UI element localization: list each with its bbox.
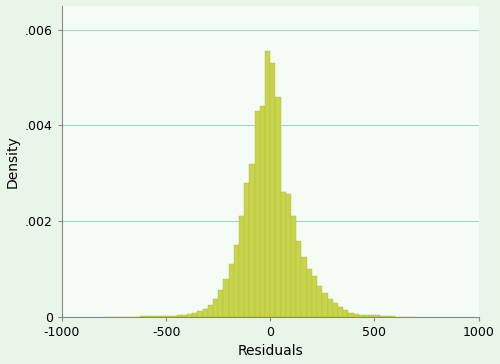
Bar bbox=[286, 194, 291, 317]
Bar bbox=[348, 313, 354, 317]
Bar bbox=[228, 264, 234, 317]
Bar bbox=[198, 311, 202, 317]
Bar bbox=[276, 96, 280, 317]
Bar bbox=[208, 305, 213, 317]
Bar bbox=[322, 293, 328, 317]
Bar bbox=[166, 316, 172, 317]
Y-axis label: Density: Density bbox=[6, 135, 20, 187]
Bar bbox=[172, 316, 176, 317]
Bar bbox=[343, 310, 348, 317]
Bar bbox=[150, 316, 156, 317]
Bar bbox=[146, 316, 150, 317]
Bar bbox=[161, 316, 166, 317]
Bar bbox=[369, 316, 374, 317]
Bar bbox=[234, 245, 239, 317]
Bar bbox=[291, 216, 296, 317]
Bar bbox=[187, 314, 192, 317]
Bar bbox=[317, 286, 322, 317]
Bar bbox=[140, 316, 145, 317]
Bar bbox=[239, 216, 244, 317]
Bar bbox=[254, 111, 260, 317]
Bar bbox=[385, 316, 390, 317]
Bar bbox=[182, 315, 187, 317]
Bar bbox=[224, 278, 228, 317]
Bar bbox=[270, 63, 276, 317]
Bar bbox=[390, 316, 395, 317]
Bar bbox=[250, 163, 254, 317]
Bar bbox=[332, 304, 338, 317]
Bar bbox=[280, 192, 286, 317]
Bar bbox=[364, 315, 369, 317]
Bar bbox=[213, 298, 218, 317]
Bar bbox=[374, 316, 380, 317]
Bar bbox=[302, 257, 306, 317]
Bar bbox=[380, 316, 385, 317]
Bar bbox=[156, 316, 161, 317]
Bar bbox=[265, 51, 270, 317]
Bar bbox=[312, 276, 317, 317]
Bar bbox=[218, 290, 224, 317]
Bar bbox=[244, 183, 250, 317]
Bar bbox=[306, 269, 312, 317]
Bar bbox=[338, 307, 343, 317]
Bar bbox=[176, 316, 182, 317]
Bar bbox=[202, 309, 208, 317]
Bar bbox=[296, 241, 302, 317]
Bar bbox=[354, 314, 359, 317]
Bar bbox=[260, 106, 265, 317]
Bar bbox=[359, 315, 364, 317]
Bar bbox=[192, 313, 198, 317]
Bar bbox=[328, 298, 332, 317]
X-axis label: Residuals: Residuals bbox=[238, 344, 303, 359]
